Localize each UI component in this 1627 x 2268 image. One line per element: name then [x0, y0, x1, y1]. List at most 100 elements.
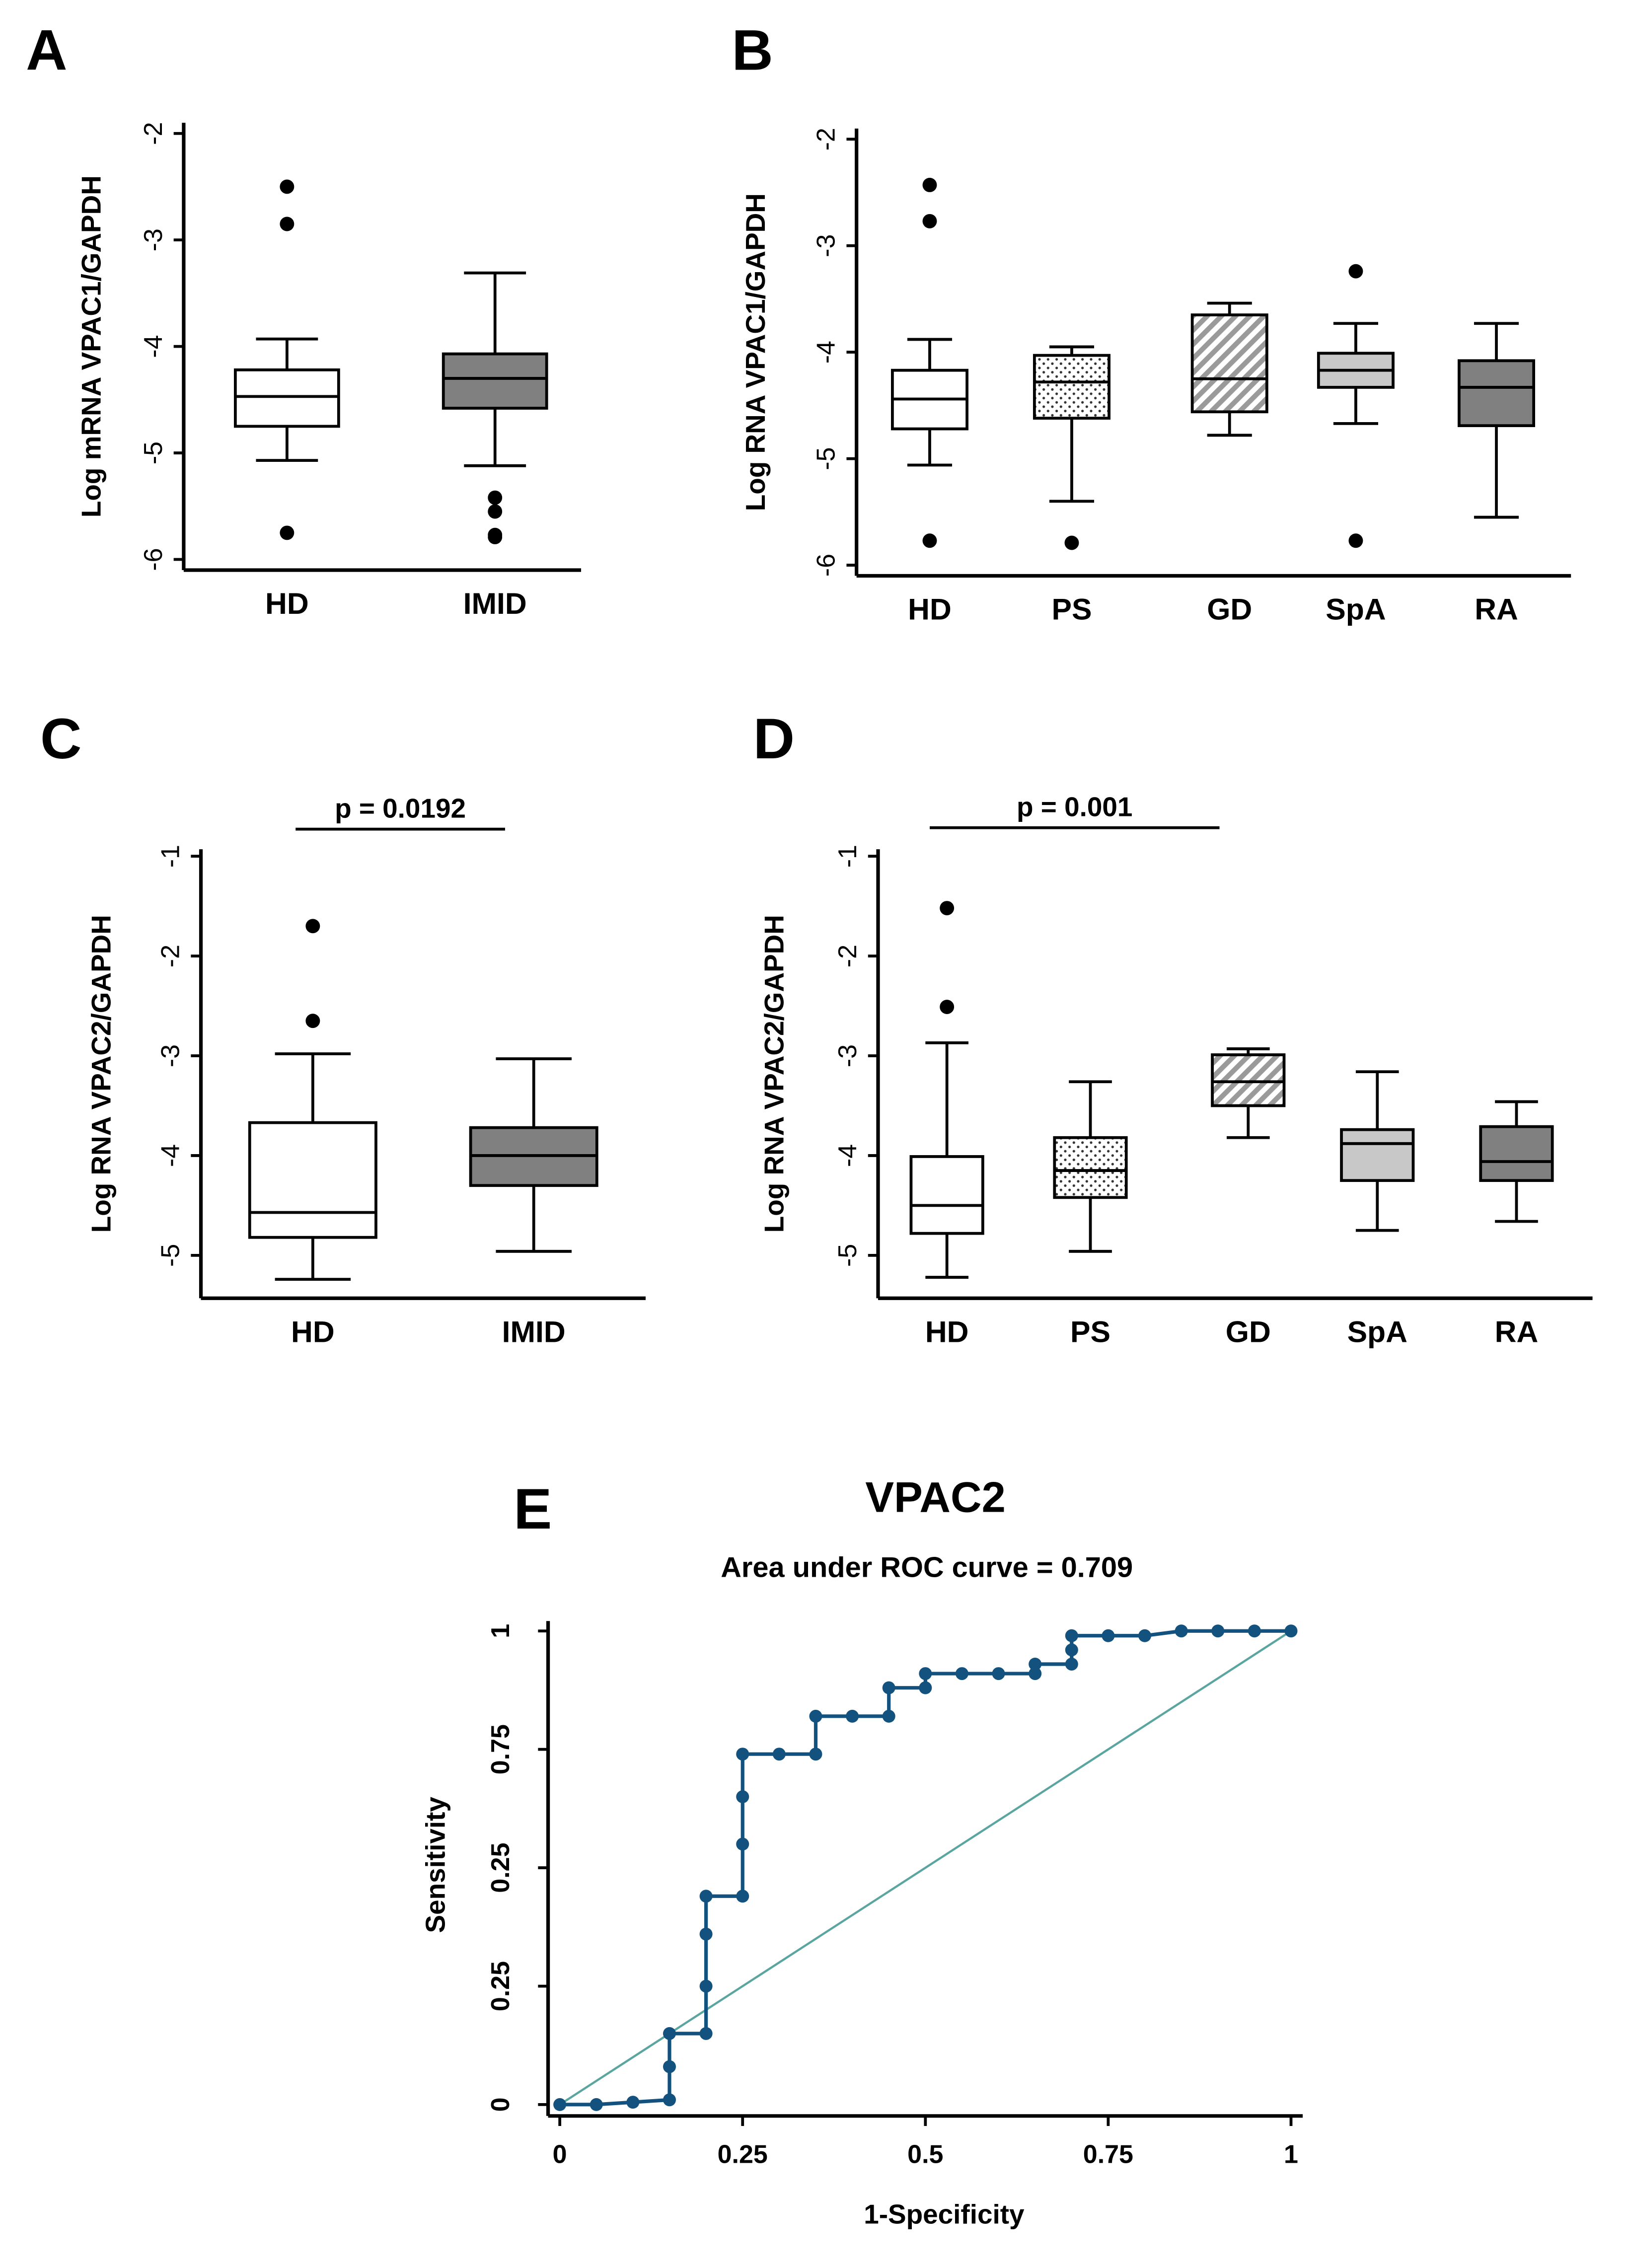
x-tick-label: SpA	[1326, 592, 1386, 626]
box	[442, 352, 548, 410]
x-tick-label: HD	[908, 592, 952, 626]
box	[1053, 1136, 1128, 1199]
x-tick-label: HD	[925, 1315, 969, 1349]
y-axis-label: Log RNA VPAC2/GAPDH	[86, 915, 117, 1233]
outlier	[1064, 535, 1079, 550]
y-tick-label: -2	[156, 945, 185, 967]
box	[1033, 354, 1110, 420]
x-tick-label: HD	[265, 586, 309, 620]
roc-point	[663, 2027, 676, 2040]
y-axis-label: Log mRNA VPAC1/GAPDH	[75, 175, 106, 517]
roc-point	[846, 1709, 859, 1723]
roc-point	[1065, 1629, 1078, 1642]
y-tick-label: 0.75	[486, 1724, 515, 1774]
x-tick-label: PS	[1070, 1315, 1110, 1349]
roc-point	[1029, 1657, 1042, 1671]
y-tick-label: 1	[486, 1624, 515, 1638]
x-axis-label: 1-Specificity	[864, 2199, 1025, 2230]
y-axis-label: Log RNA VPAC1/GAPDH	[740, 193, 771, 511]
roc-point	[809, 1709, 822, 1723]
p-value: p = 0.0192	[335, 793, 466, 824]
box	[909, 1155, 984, 1235]
outlier	[940, 901, 955, 916]
box	[1190, 313, 1268, 414]
y-axis-label: Log RNA VPAC2/GAPDH	[758, 915, 789, 1233]
y-tick-label: -1	[156, 845, 185, 868]
y-tick-label: -6	[139, 548, 168, 571]
x-tick-label: GD	[1207, 592, 1252, 626]
box	[1211, 1053, 1286, 1107]
y-tick-label: -6	[812, 554, 841, 577]
outlier	[305, 1014, 320, 1028]
roc-point	[736, 1748, 749, 1761]
chart-title: VPAC2	[865, 1473, 1006, 1521]
outlier	[922, 533, 937, 548]
outlier	[922, 214, 937, 228]
panel-letter: C	[40, 707, 81, 771]
y-tick-label: 0	[486, 2097, 515, 2112]
reference-line	[559, 1630, 1292, 2106]
roc-point	[699, 1890, 713, 1903]
outlier	[305, 919, 320, 934]
roc-point	[1138, 1629, 1152, 1642]
box	[1340, 1128, 1415, 1182]
roc-point	[736, 1837, 749, 1851]
roc-point	[772, 1748, 786, 1761]
roc-point	[1248, 1624, 1261, 1638]
outlier	[280, 217, 295, 231]
y-tick-label: -3	[156, 1044, 185, 1067]
y-tick-label: -5	[139, 441, 168, 464]
y-tick-label: -5	[156, 1244, 185, 1267]
roc-point	[955, 1667, 968, 1681]
box	[248, 1121, 377, 1239]
roc-point	[1211, 1624, 1225, 1638]
x-tick-label: IMID	[463, 586, 527, 620]
panel-letter: D	[753, 707, 795, 771]
y-tick-label: -2	[812, 128, 841, 150]
chart-subtitle: Area under ROC curve = 0.709	[721, 1551, 1133, 1583]
x-tick-label: RA	[1475, 592, 1518, 626]
roc-point	[1065, 1643, 1078, 1657]
y-tick-label: -4	[156, 1144, 185, 1167]
roc-point	[1102, 1629, 1115, 1642]
box	[1458, 359, 1536, 428]
x-tick-label: SpA	[1347, 1315, 1407, 1349]
panel-letter: A	[26, 18, 67, 82]
roc-point	[919, 1667, 932, 1681]
outlier	[940, 1000, 955, 1015]
panel-letter: E	[514, 1477, 552, 1541]
roc-point	[663, 2060, 676, 2073]
roc-point	[590, 2098, 603, 2111]
y-tick-label: -3	[833, 1044, 862, 1067]
box	[233, 368, 340, 428]
roc-point	[992, 1667, 1005, 1681]
panel-letter: B	[732, 18, 773, 82]
y-tick-label: -2	[139, 122, 168, 145]
roc-point	[553, 2098, 567, 2111]
roc-point	[809, 1748, 822, 1761]
y-tick-label: -3	[139, 228, 168, 251]
y-tick-label: -4	[139, 335, 168, 358]
box	[1479, 1125, 1554, 1182]
outlier	[488, 490, 503, 505]
roc-point	[699, 2027, 713, 2040]
y-tick-label: -3	[812, 234, 841, 257]
x-tick-label: 0.75	[1083, 2140, 1133, 2169]
roc-point	[1284, 1624, 1298, 1638]
outlier	[1348, 264, 1363, 279]
x-tick-label: 0.5	[907, 2140, 943, 2169]
roc-point	[1065, 1657, 1078, 1671]
roc-point	[663, 2093, 676, 2107]
y-axis-label: Sensitivity	[420, 1797, 451, 1933]
y-tick-label: 0.25	[486, 1961, 515, 2011]
outlier	[280, 525, 295, 540]
roc-point	[882, 1681, 895, 1694]
p-value: p = 0.001	[1017, 792, 1132, 822]
y-tick-label: -5	[812, 447, 841, 470]
x-tick-label: RA	[1495, 1315, 1539, 1349]
x-tick-label: 0.25	[718, 2140, 768, 2169]
y-tick-label: -5	[833, 1244, 862, 1267]
y-tick-label: -2	[833, 945, 862, 967]
roc-point	[919, 1681, 932, 1694]
